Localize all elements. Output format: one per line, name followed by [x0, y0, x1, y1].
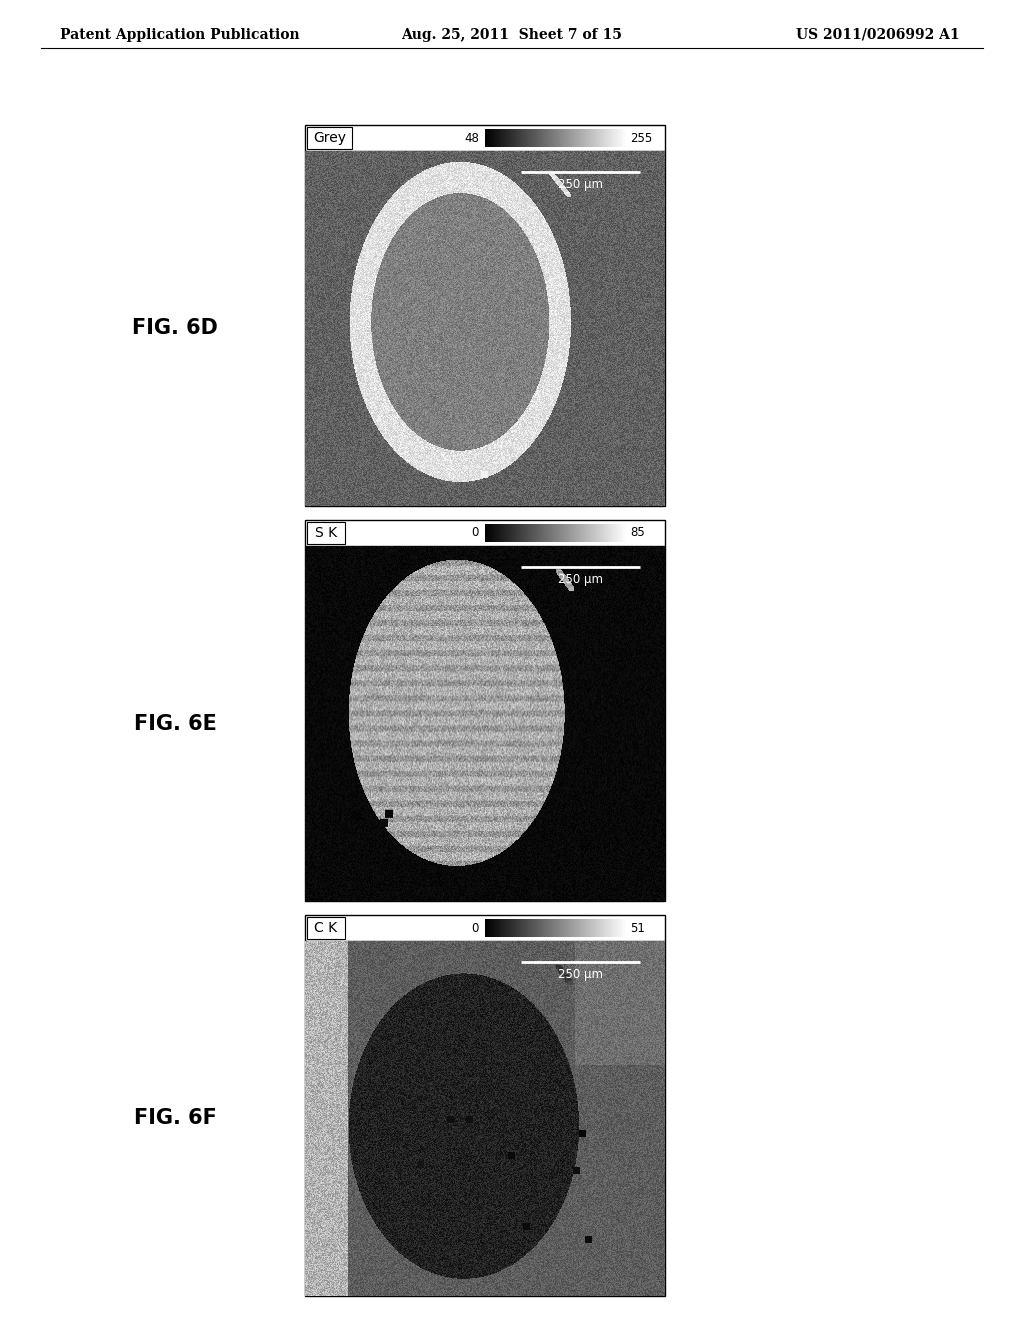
Text: C K: C K	[314, 921, 338, 935]
Bar	[307, 521, 345, 544]
Text: US 2011/0206992 A1: US 2011/0206992 A1	[797, 28, 961, 42]
Bar	[305, 941, 665, 1296]
Text: Patent Application Publication: Patent Application Publication	[60, 28, 300, 42]
Text: 250 μm: 250 μm	[558, 178, 603, 190]
Text: FIG. 6F: FIG. 6F	[133, 1109, 216, 1129]
Bar	[305, 915, 665, 941]
Bar	[307, 917, 345, 939]
Bar	[307, 127, 352, 149]
Text: S K: S K	[315, 525, 337, 540]
Text: 250 μm: 250 μm	[558, 573, 603, 586]
Text: FIG. 6D: FIG. 6D	[132, 318, 218, 338]
Text: 0: 0	[472, 527, 479, 540]
Text: 250 μm: 250 μm	[558, 968, 603, 981]
Text: 51: 51	[630, 921, 645, 935]
Bar	[305, 520, 665, 546]
Text: 48: 48	[464, 132, 479, 144]
Text: FIG. 6E: FIG. 6E	[133, 714, 216, 734]
Text: 0: 0	[472, 921, 479, 935]
Text: 85: 85	[630, 527, 645, 540]
Bar	[305, 150, 665, 506]
Text: 255: 255	[630, 132, 652, 144]
Bar	[305, 546, 665, 902]
Text: Grey: Grey	[313, 131, 346, 145]
Text: Aug. 25, 2011  Sheet 7 of 15: Aug. 25, 2011 Sheet 7 of 15	[401, 28, 623, 42]
Bar	[305, 125, 665, 150]
